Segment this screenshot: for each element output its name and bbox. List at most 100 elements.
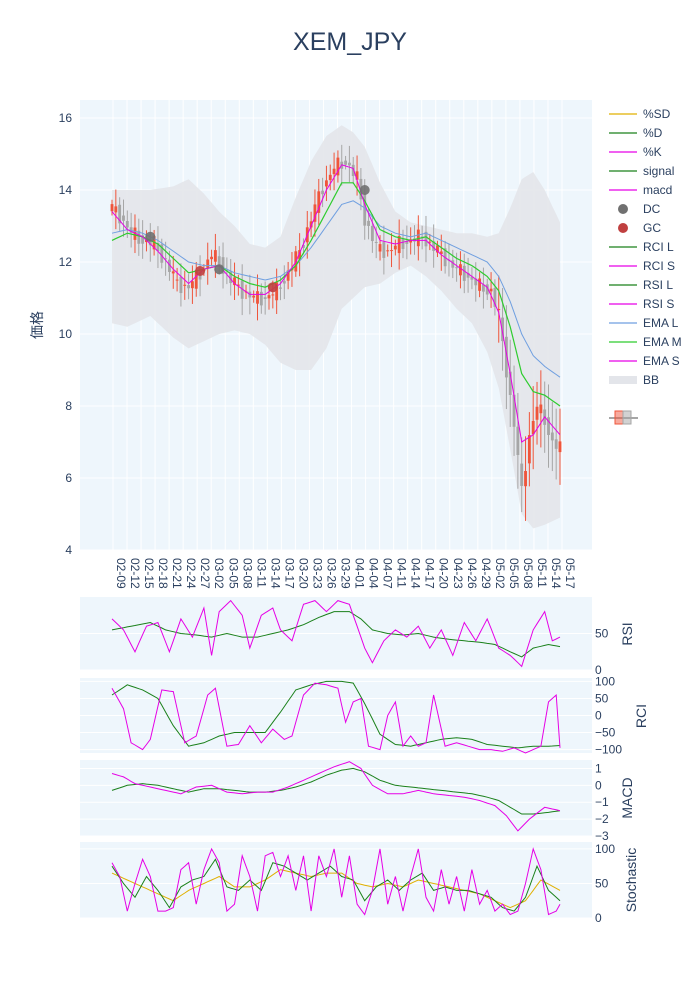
price-y-tick-label: 6 (65, 471, 72, 485)
candle (401, 229, 405, 259)
candle (554, 408, 558, 480)
legend-item[interactable]: EMA L (609, 316, 679, 330)
candle (309, 211, 313, 238)
price-x-tick-label: 03-20 (296, 558, 310, 589)
price-x-tick-label: 02-27 (198, 558, 212, 589)
candle-body (397, 235, 401, 254)
rsi-s-line (111, 599, 561, 668)
candle-body (524, 471, 527, 487)
macd-tick-label: 1 (595, 761, 602, 775)
candle (416, 215, 420, 261)
candle-body (187, 285, 191, 289)
price-y-tick-label: 14 (59, 183, 73, 197)
legend-label: EMA M (643, 335, 682, 349)
macd-y-ticks: −3 −2 −1 0 1 (595, 761, 609, 843)
legend-item[interactable]: RSI S (609, 297, 674, 311)
macd-tick-label: −1 (595, 795, 609, 809)
stoch-sd-line (111, 869, 561, 909)
candle-body (328, 174, 332, 181)
candle-body (194, 270, 198, 289)
candle (436, 240, 439, 258)
candle-body (236, 284, 240, 286)
legend-label: EMA S (643, 354, 680, 368)
candle-body (164, 258, 168, 260)
candle-body (221, 257, 225, 274)
candle-body (190, 281, 194, 289)
candle (229, 258, 233, 296)
price-x-tick-label: 05-14 (549, 558, 563, 589)
legend-item[interactable]: DC (618, 202, 661, 216)
candle (497, 275, 501, 343)
gc-marker (267, 282, 278, 293)
legend-item[interactable]: EMA S (609, 354, 680, 368)
legend-item[interactable]: RCI S (609, 259, 675, 273)
candle (516, 392, 520, 489)
candle-body (286, 270, 290, 281)
candle-body (512, 394, 516, 427)
candle (286, 261, 290, 290)
rci-y-ticks: −100 −50 0 50 100 (595, 674, 622, 756)
candle-body (229, 271, 233, 284)
candle-body (478, 278, 482, 291)
candle-body (451, 260, 455, 268)
candle-body (424, 231, 428, 247)
legend-item[interactable]: EMA M (609, 335, 682, 349)
candle (110, 199, 114, 216)
candle-body (386, 250, 390, 252)
legend-item[interactable]: %K (609, 145, 662, 159)
rci-tick-label: −100 (595, 743, 622, 757)
price-x-tick-label: 05-11 (535, 558, 549, 588)
legend-item[interactable]: signal (609, 164, 674, 178)
candle-body (439, 251, 443, 254)
price-y-tick-label: 12 (59, 255, 73, 269)
legend-label: %SD (643, 107, 671, 121)
candle (512, 365, 516, 456)
candle-body (470, 276, 474, 280)
candle-body (156, 243, 160, 252)
candle-body (554, 439, 558, 449)
legend-candlestick-icon (609, 410, 638, 425)
legend-candle-up (614, 410, 624, 425)
legend-candle-down (622, 410, 632, 425)
candle-body (279, 287, 282, 289)
legend-item[interactable]: GC (618, 221, 661, 235)
price-x-tick-label: 03-23 (310, 558, 324, 589)
candle-body (370, 225, 374, 242)
candle-body (485, 284, 489, 295)
legend-item[interactable]: %SD (609, 107, 671, 121)
candle (382, 225, 386, 275)
legend-item[interactable]: BB (609, 373, 659, 387)
candle (233, 262, 236, 300)
price-x-tick-label: 02-21 (170, 558, 184, 589)
candle (141, 220, 145, 259)
legend-item[interactable]: macd (609, 183, 672, 197)
candle-body (256, 291, 259, 304)
candle (187, 274, 191, 300)
price-y-axis-title: 価格 (29, 311, 45, 339)
candle-body (240, 280, 244, 299)
price-y-tick-label: 10 (59, 327, 73, 341)
candle-body (432, 241, 436, 251)
candle-body (393, 245, 397, 250)
legend-item[interactable]: RCI L (609, 240, 674, 254)
gc-marker (195, 266, 206, 276)
stochastic-grid (80, 848, 592, 919)
candle (179, 263, 183, 307)
candle-body (527, 435, 531, 464)
candle (171, 255, 175, 289)
legend[interactable]: %SD %D %K signal macd DC GC RCI L RCI S RSI L RSI … (609, 107, 682, 425)
price-x-tick-label: 04-04 (367, 558, 381, 589)
ema-m-line (111, 182, 561, 407)
candle-body (539, 404, 543, 414)
legend-item[interactable]: %D (609, 126, 663, 140)
legend-item[interactable]: RSI L (609, 278, 673, 292)
candle-body (233, 277, 236, 286)
candle-body (351, 164, 355, 177)
legend-swatch (618, 223, 628, 233)
macd-line (111, 761, 561, 832)
price-x-tick-label: 03-11 (254, 558, 268, 588)
candle-body (210, 256, 213, 260)
macd-axis-title: MACD (619, 777, 635, 818)
bollinger-band (112, 125, 560, 529)
